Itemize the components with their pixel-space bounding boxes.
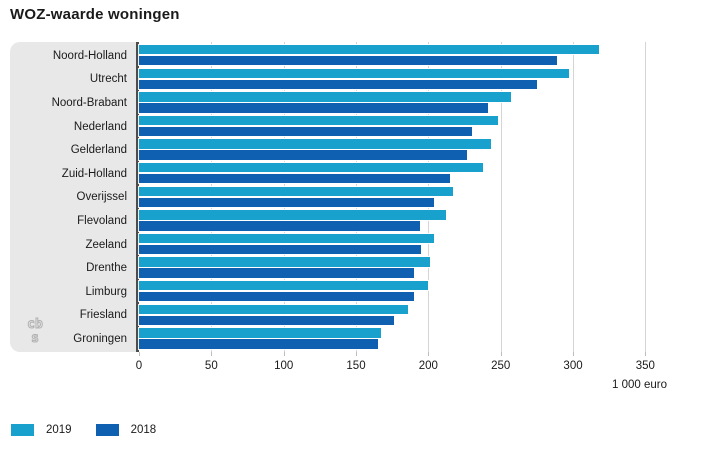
axis-tick-label: 200	[418, 360, 438, 372]
legend-label: 2018	[130, 424, 157, 436]
category-label: Utrecht	[89, 73, 127, 86]
svg-text:cb: cb	[27, 317, 43, 332]
gridline	[283, 42, 285, 352]
bar-2019[interactable]	[139, 186, 453, 196]
category-label: Groningen	[73, 332, 127, 345]
bar-2018[interactable]	[139, 339, 378, 349]
legend-swatch	[11, 424, 34, 436]
axis-tick	[283, 352, 285, 356]
bar-2018[interactable]	[139, 79, 537, 89]
gridline	[573, 42, 575, 352]
category-axis: cb s Noord-Holland Utrecht Noord-Brabant Ne…	[10, 42, 139, 352]
category-label: Flevoland	[77, 214, 127, 227]
axis-tick-label: 0	[135, 360, 143, 372]
bar-2019[interactable]	[139, 92, 511, 102]
legend: 2019 2018	[11, 424, 156, 436]
axis-tick	[139, 352, 140, 356]
bar-2018[interactable]	[139, 315, 394, 325]
bar-group	[139, 162, 696, 186]
bar-group	[139, 115, 696, 139]
category-label: Limburg	[85, 285, 127, 298]
bar-2018[interactable]	[139, 126, 472, 137]
category-label: Noord-Brabant	[51, 96, 127, 109]
bar-group	[139, 209, 696, 233]
bar-2019[interactable]	[139, 139, 491, 149]
axis-tick	[356, 352, 357, 356]
gridline	[428, 42, 430, 352]
bar-group	[139, 233, 696, 257]
svg-text:s: s	[31, 331, 39, 345]
axis-tick-label: 150	[346, 360, 366, 372]
bar-2019[interactable]	[139, 280, 429, 291]
bar-2018[interactable]	[139, 173, 451, 184]
bar-2018[interactable]	[139, 291, 414, 302]
plot-area	[139, 42, 696, 352]
legend-swatch	[95, 424, 119, 436]
bar-2018[interactable]	[139, 221, 420, 231]
bar-2018[interactable]	[139, 103, 488, 113]
category-label: Gelderland	[70, 144, 127, 157]
bar-2019[interactable]	[139, 68, 569, 78]
bar-2019[interactable]	[139, 304, 409, 314]
axis-tick-label: 100	[274, 360, 294, 372]
axis-tick-label: 350	[635, 360, 655, 372]
bar-2019[interactable]	[139, 257, 430, 267]
gridline	[500, 42, 502, 352]
axis-tick	[573, 352, 575, 356]
category-label: Friesland	[79, 309, 127, 322]
axis-tick	[500, 352, 502, 356]
category-label: Zuid-Holland	[61, 167, 127, 180]
axis-tick-label: 250	[491, 360, 511, 372]
bar-chart: cb s Noord-Holland Utrecht Noord-Brabant Ne…	[10, 42, 696, 391]
bar-group	[139, 68, 696, 92]
x-axis: 1 000 euro 0 50 100 150 200 250 300 350	[135, 352, 696, 398]
legend-label: 2019	[46, 424, 72, 436]
bar-group	[139, 138, 696, 162]
legend-item-2018[interactable]: 2018	[95, 424, 157, 436]
bar-2018[interactable]	[139, 150, 468, 160]
gridline	[645, 42, 647, 352]
bar-2019[interactable]	[139, 210, 446, 220]
gridline	[356, 42, 357, 352]
category-label: Noord-Holland	[52, 49, 127, 62]
axis-tick	[645, 352, 647, 356]
axis-tick-label: 300	[563, 360, 583, 372]
bar-group	[139, 280, 696, 304]
category-label: Zeeland	[85, 238, 127, 251]
bar-group	[139, 44, 696, 68]
legend-item-2019[interactable]: 2019	[11, 424, 72, 436]
bar-2018[interactable]	[139, 268, 414, 278]
axis-tick	[428, 352, 430, 356]
bar-2018[interactable]	[139, 197, 435, 207]
gridline	[211, 42, 213, 352]
bar-group	[139, 256, 696, 280]
category-label: Overijssel	[76, 191, 127, 204]
x-axis-unit-label: 1 000 euro	[612, 379, 668, 391]
category-label: Drenthe	[86, 262, 127, 275]
bar-2018[interactable]	[139, 244, 422, 255]
cbs-logo: cb s	[27, 317, 44, 345]
category-label: Nederland	[73, 120, 127, 133]
bar-2019[interactable]	[139, 45, 600, 55]
bar-group	[139, 186, 696, 210]
bar-2019[interactable]	[139, 328, 381, 338]
axis-tick-label: 50	[204, 360, 218, 372]
bar-2018[interactable]	[139, 56, 558, 66]
bar-2019[interactable]	[139, 115, 498, 126]
bar-group	[139, 327, 696, 351]
plot-wrap: 1 000 euro 0 50 100 150 200 250 300 350	[136, 42, 696, 391]
bar-2019[interactable]	[139, 162, 484, 173]
axis-tick	[211, 352, 213, 356]
chart-title: WOZ-waarde woningen	[10, 6, 180, 23]
bar-group	[139, 91, 696, 115]
bar-2019[interactable]	[139, 233, 435, 244]
bar-group	[139, 304, 696, 328]
